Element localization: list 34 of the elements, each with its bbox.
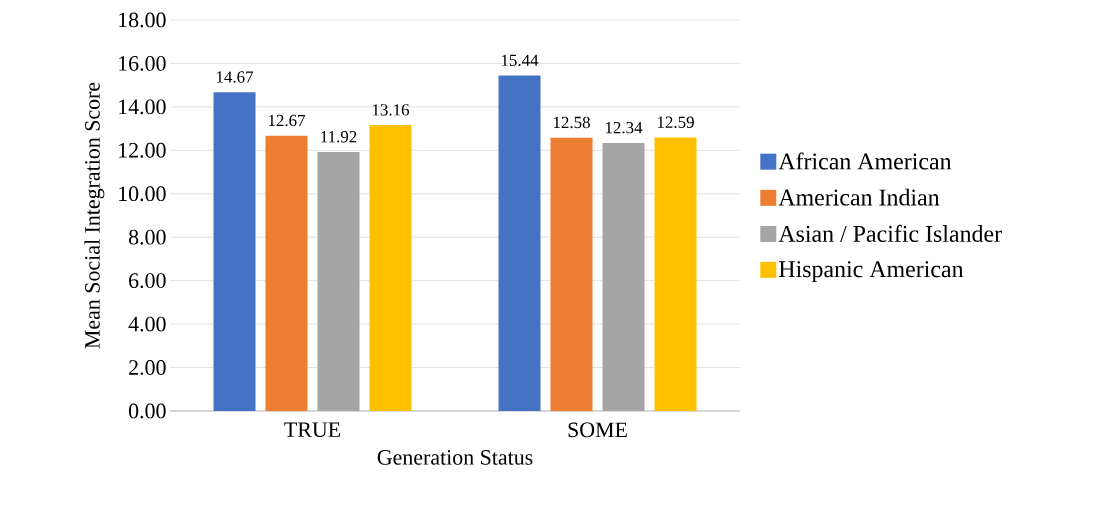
- y-axis-title: Mean Social Integration Score: [84, 82, 105, 349]
- legend-label: American Indian: [778, 188, 940, 206]
- legend-label: African American: [778, 152, 952, 170]
- y-tick-label: 0.00: [128, 403, 166, 419]
- y-tick-label: 2.00: [129, 360, 166, 375]
- bar: [213, 92, 256, 411]
- y-tick-label: 18.00: [119, 12, 166, 28]
- y-tick-label: 8.00: [128, 229, 166, 245]
- legend-label: Hispanic American: [778, 261, 964, 283]
- data-label: 13.16: [372, 104, 410, 116]
- y-tick-label: 12.00: [119, 142, 166, 158]
- y-tick-label: 14.00: [119, 99, 166, 115]
- bar: [602, 142, 645, 411]
- bar: [369, 125, 412, 411]
- bar: [550, 137, 593, 411]
- bar: [498, 75, 541, 411]
- y-tick-label: 16.00: [119, 55, 166, 71]
- data-label: 11.92: [321, 131, 357, 143]
- y-tick-label: 10.00: [119, 186, 166, 202]
- x-tick-label: SOME: [568, 422, 627, 438]
- data-label: 12.34: [605, 121, 643, 134]
- bar: [654, 137, 697, 411]
- legend-label: Asian / Pacific Islander: [778, 224, 1002, 242]
- data-label: 12.67: [268, 114, 306, 127]
- y-tick-label: 4.00: [128, 316, 166, 332]
- y-tick-label: 6.00: [129, 273, 166, 289]
- bar: [317, 152, 360, 411]
- data-label: 12.58: [553, 116, 590, 129]
- data-label: 15.44: [501, 54, 539, 67]
- data-label: 14.67: [216, 71, 254, 83]
- x-tick-label: TRUE: [284, 422, 341, 438]
- bar: [265, 135, 308, 411]
- data-label: 12.59: [657, 116, 694, 128]
- x-axis-title: Generation Status: [377, 450, 533, 465]
